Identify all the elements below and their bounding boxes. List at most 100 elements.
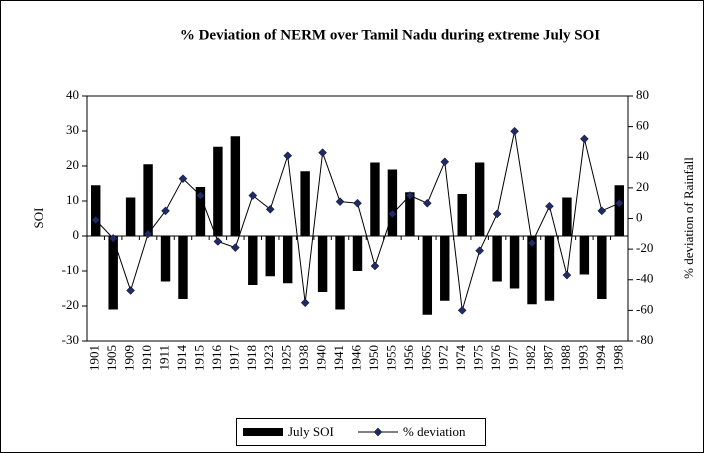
- x-tick-label: 1917: [226, 345, 241, 372]
- y-tick-label: 30: [66, 122, 79, 137]
- marker: [405, 191, 415, 200]
- y-tick-label: 10: [66, 192, 79, 207]
- marker: [562, 270, 572, 280]
- bar: [108, 236, 118, 310]
- y-tick-label: 0: [73, 227, 80, 242]
- marker: [126, 286, 135, 295]
- y-axis-title: SOI: [31, 208, 46, 229]
- x-tick-label: 1988: [558, 345, 573, 371]
- x-tick-label: 1977: [506, 345, 521, 372]
- x-tick-label: 1915: [191, 345, 206, 371]
- marker: [91, 215, 101, 225]
- y2-tick-label: -80: [636, 332, 653, 347]
- marker: [492, 209, 502, 219]
- bar: [91, 185, 101, 236]
- bar: [125, 197, 136, 236]
- bar: [178, 236, 188, 299]
- x-tick-label: 1965: [418, 345, 433, 371]
- y-tick-label: -30: [62, 332, 79, 347]
- y2-tick-label: 60: [636, 118, 649, 133]
- x-tick-label: 1938: [296, 345, 311, 371]
- marker: [230, 243, 240, 252]
- marker: [353, 198, 362, 208]
- x-tick-label: 1975: [471, 345, 486, 371]
- marker: [440, 157, 450, 167]
- marker: [265, 204, 275, 214]
- bar: [509, 236, 520, 289]
- x-tick-label: 1998: [610, 345, 625, 371]
- bar: [387, 169, 398, 236]
- bar: [300, 171, 310, 236]
- x-tick-label: 1941: [331, 345, 346, 371]
- bar: [597, 236, 607, 299]
- bar: [160, 236, 171, 282]
- x-tick-label: 1987: [540, 345, 555, 372]
- marker: [178, 174, 188, 184]
- legend-marker: [373, 427, 383, 437]
- y2-tick-label: 0: [636, 209, 643, 224]
- x-tick-label: 1940: [314, 345, 329, 371]
- x-tick-label: 1982: [523, 345, 538, 371]
- bar: [248, 236, 258, 285]
- x-tick-label: 1994: [593, 345, 608, 372]
- bar: [492, 236, 502, 282]
- x-tick-label: 1946: [348, 345, 363, 372]
- marker: [510, 126, 519, 136]
- x-tick-label: 1993: [575, 345, 590, 371]
- marker: [545, 201, 554, 211]
- bar: [265, 236, 275, 277]
- legend-label: July SOI: [288, 424, 334, 439]
- marker: [422, 198, 432, 208]
- marker: [318, 148, 327, 158]
- x-tick-label: 1918: [244, 345, 259, 371]
- marker: [370, 261, 380, 271]
- y2-tick-label: -20: [636, 240, 653, 255]
- bar: [282, 236, 293, 284]
- y2-tick-label: -60: [636, 301, 653, 316]
- bar: [143, 164, 153, 236]
- bar: [352, 236, 363, 271]
- bar: [422, 236, 433, 315]
- x-tick-label: 1925: [279, 345, 294, 371]
- y2-axis-title: % deviation of Rainfall: [681, 157, 696, 279]
- marker: [283, 151, 293, 161]
- marker: [143, 229, 153, 239]
- x-tick-label: 1956: [401, 345, 416, 372]
- y2-tick-label: 20: [636, 179, 649, 194]
- x-tick-label: 1976: [488, 345, 503, 372]
- x-tick-label: 1955: [383, 345, 398, 371]
- marker: [335, 197, 345, 207]
- x-tick-label: 1909: [122, 345, 137, 371]
- bar: [579, 236, 590, 275]
- bar: [562, 197, 572, 236]
- bar: [405, 192, 415, 236]
- x-tick-label: 1905: [104, 345, 119, 371]
- bar: [527, 236, 537, 305]
- x-tick-label: 1950: [366, 345, 381, 371]
- bar: [195, 187, 206, 236]
- x-tick-label: 1972: [436, 345, 451, 371]
- marker: [300, 298, 310, 308]
- marker: [580, 134, 589, 144]
- y-tick-label: 40: [66, 87, 79, 102]
- x-tick-label: 1916: [209, 345, 224, 372]
- bar: [213, 146, 223, 236]
- y-tick-label: 20: [66, 157, 79, 172]
- x-tick-label: 1910: [139, 345, 154, 371]
- x-tick-label: 1923: [261, 345, 276, 371]
- x-tick-label: 1914: [174, 345, 189, 372]
- marker: [248, 191, 258, 200]
- bar: [474, 162, 485, 236]
- y2-tick-label: 40: [636, 148, 649, 163]
- bar: [335, 236, 345, 310]
- marker: [161, 206, 170, 216]
- bar: [440, 236, 450, 301]
- marker: [457, 306, 467, 315]
- marker: [614, 198, 624, 208]
- marker: [388, 209, 397, 219]
- bar: [230, 136, 241, 236]
- y2-tick-label: -40: [636, 271, 653, 286]
- x-tick-label: 1911: [157, 345, 172, 371]
- x-tick-label: 1974: [453, 345, 468, 372]
